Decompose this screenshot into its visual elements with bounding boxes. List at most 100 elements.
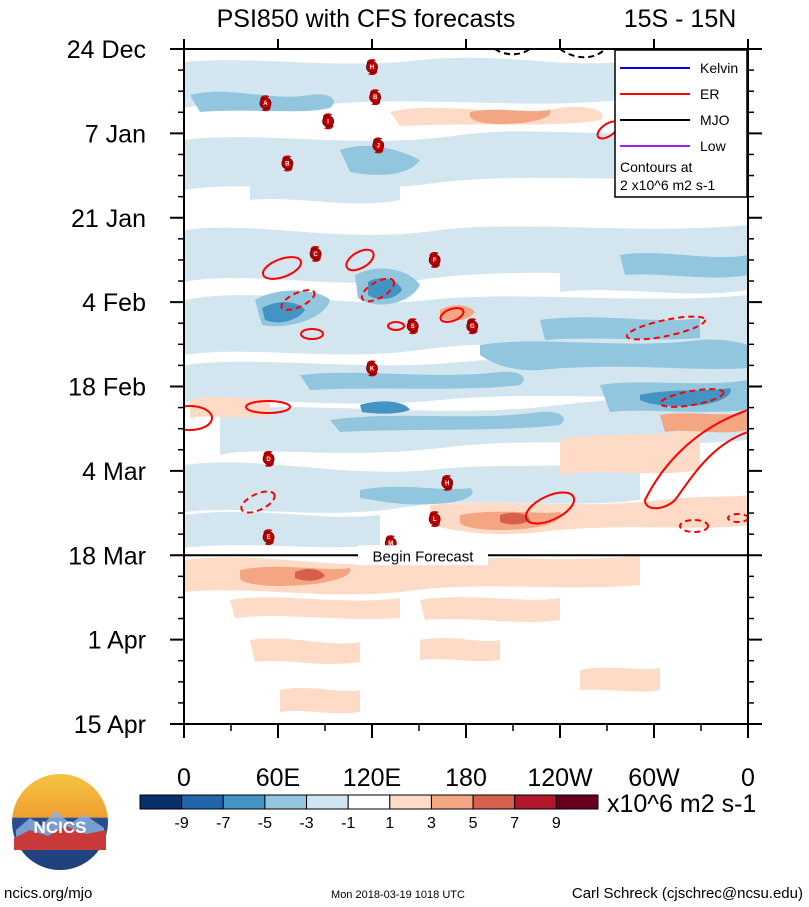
storm-marker: F	[428, 251, 441, 268]
colorbar-swatch	[389, 794, 432, 810]
x-tick-label: 0	[177, 764, 191, 792]
colorbar-tick-label: -5	[258, 815, 272, 832]
x-tick-label: 120E	[343, 764, 401, 792]
storm-letter: D	[266, 457, 271, 463]
storm-marker: S	[406, 318, 419, 335]
storm-body	[372, 139, 385, 152]
y-axis: 24 Dec 7 Jan 21 Jan 4 Feb 18 Feb 4 Mar 18 Mar 1…	[67, 36, 762, 739]
colorbar-unit: x10^6 m2 s-1	[607, 790, 756, 818]
storm-marker: K	[366, 360, 378, 377]
y-tick-label: 18 Feb	[68, 374, 146, 402]
x-tick-label: 60W	[628, 764, 680, 792]
storm-letter: C	[313, 252, 318, 258]
colorbar-tick-label: 3	[427, 815, 436, 832]
er-contours-dashed	[240, 277, 748, 533]
storm-letter: J	[377, 143, 380, 149]
field-dark-positive	[295, 512, 530, 581]
x-axis: 0 60E 120E 180 120W 60W 0	[177, 39, 755, 792]
storm-letter: L	[433, 517, 437, 523]
footer-timestamp: Mon 2018-03-19 1018 UTC	[331, 889, 465, 901]
er-contours	[184, 120, 748, 525]
colorbar-tick-label: -1	[341, 815, 355, 832]
storm-marker: H	[366, 59, 378, 76]
storm-marker: C	[309, 245, 322, 262]
y-tick-label: 4 Mar	[82, 458, 146, 486]
storm-letter: A	[263, 101, 268, 107]
storm-marker: G	[466, 318, 479, 335]
legend-box	[614, 49, 748, 198]
storm-marker: B	[281, 155, 294, 172]
storm-body	[428, 513, 441, 525]
colorbar-swatch	[306, 794, 349, 810]
logo-text: NCICS	[34, 818, 87, 837]
storm-marker: B	[369, 89, 382, 106]
legend-note-line1: Contours at	[620, 159, 692, 175]
legend-label: Kelvin	[700, 60, 738, 76]
x-tick-label: 120W	[527, 764, 593, 792]
storm-body	[262, 452, 275, 465]
storm-letter: B	[373, 95, 378, 101]
chart-title: PSI850 with CFS forecasts	[217, 5, 516, 33]
storm-body	[366, 362, 378, 375]
storm-body	[259, 97, 272, 110]
colorbar-tick-label: -9	[175, 815, 189, 832]
field-medium-positive	[240, 109, 748, 586]
storm-marker: L	[428, 511, 441, 528]
x-tick-label: 0	[741, 764, 755, 792]
y-tick-label: 18 Mar	[68, 542, 146, 570]
storm-marker: H	[441, 474, 454, 491]
storm-body	[428, 254, 441, 266]
colorbar-swatch	[514, 794, 557, 810]
colorbar-swatch	[139, 794, 183, 810]
colorbar-swatch	[264, 794, 308, 810]
colorbar-tick-label: 1	[385, 815, 394, 832]
colorbar-swatch	[222, 794, 266, 810]
storm-body	[309, 248, 322, 260]
legend-note-line2: 2 x10^6 m2 s-1	[620, 177, 715, 193]
y-tick-label: 21 Jan	[71, 205, 146, 233]
storm-marker: D	[262, 450, 275, 467]
colorbar-tick-label: 9	[552, 815, 561, 832]
forecast-label: Begin Forecast	[373, 548, 475, 565]
storm-marker: A	[259, 95, 272, 112]
x-tick-label: 60E	[256, 764, 300, 792]
storm-body	[281, 157, 294, 170]
ncics-logo: NCICS	[12, 774, 108, 870]
y-tick-label: 4 Feb	[82, 289, 146, 317]
legend: Kelvin ER MJO Low Contours at 2 x10^6 m2 s-…	[614, 49, 748, 198]
chart-region: 15S - 15N	[624, 5, 737, 33]
storm-letter: K	[370, 366, 375, 372]
storm-markers: H B A I J B C F S G K D H L E M	[259, 59, 479, 552]
y-tick-label: 15 Apr	[74, 711, 146, 739]
colorbar-tick-label: -3	[299, 815, 313, 832]
y-tick-label: 1 Apr	[88, 627, 146, 655]
storm-body	[406, 320, 419, 333]
logo-ridge	[14, 826, 106, 850]
colorbar-swatch	[181, 794, 224, 810]
storm-letter: H	[370, 65, 374, 71]
legend-label: MJO	[700, 112, 730, 128]
storm-letter: I	[327, 119, 329, 125]
storm-body	[441, 477, 454, 489]
storm-body	[369, 91, 382, 104]
mjo-contours-dashed	[494, 49, 606, 59]
y-tick-label: 7 Jan	[85, 120, 146, 148]
storm-body	[366, 61, 378, 73]
y-tick-label: 24 Dec	[67, 36, 146, 64]
colorbar-swatch	[430, 794, 474, 810]
storm-marker: J	[372, 137, 385, 154]
colorbar-swatch	[347, 794, 391, 810]
colorbar-tick-label: -7	[216, 815, 230, 832]
footer-author: Carl Schreck (cjschrec@ncsu.edu)	[572, 885, 803, 902]
storm-marker: E	[262, 529, 275, 546]
storm-body	[466, 320, 479, 333]
colorbar-tick-label: 5	[469, 815, 478, 832]
storm-letter: B	[285, 162, 290, 168]
storm-marker: I	[322, 113, 335, 130]
storm-letter: F	[433, 258, 437, 264]
footer-url: ncics.org/mjo	[4, 885, 92, 902]
colorbar-tick-label: 7	[510, 815, 519, 832]
x-tick-label: 180	[445, 764, 487, 792]
storm-letter: G	[470, 324, 475, 330]
